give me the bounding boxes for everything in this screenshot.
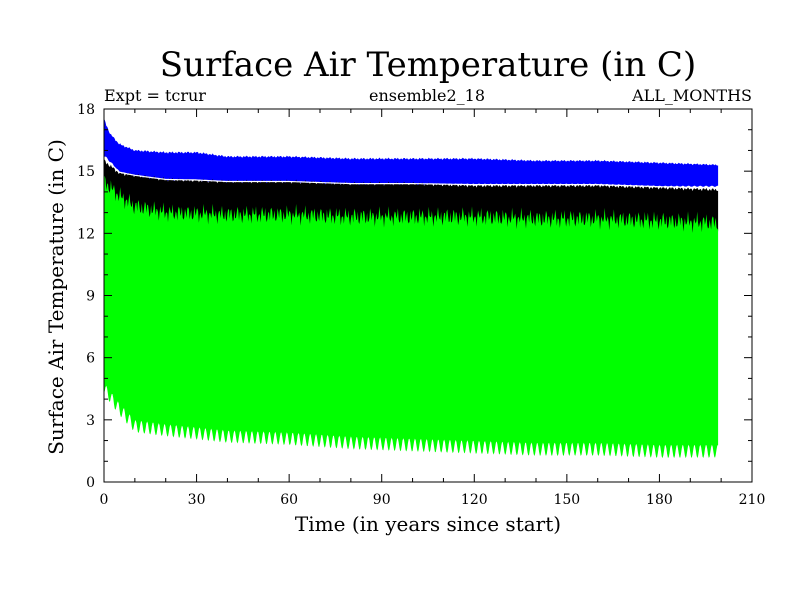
x-tick-label: 120 [461, 492, 488, 508]
y-axis-label: Surface Air Temperature (in C) [44, 139, 68, 455]
y-tick-label: 6 [86, 351, 95, 367]
x-axis-label: Time (in years since start) [295, 512, 561, 536]
chart-title: Surface Air Temperature (in C) [160, 45, 696, 85]
y-tick-label: 18 [77, 102, 95, 118]
y-tick-label: 9 [86, 289, 95, 305]
months-label: ALL_MONTHS [631, 86, 752, 105]
y-tick-label: 3 [86, 413, 95, 429]
ensemble-label: ensemble2_18 [369, 86, 485, 105]
x-tick-label: 60 [280, 492, 298, 508]
axes: 0 30 60 90 120 150 180 210 0 3 6 9 12 15 18 [77, 102, 765, 508]
x-tick-label: 150 [553, 492, 580, 508]
plot-area [103, 118, 719, 459]
y-tick-label: 15 [77, 164, 95, 180]
y-tick-label: 0 [86, 475, 95, 491]
x-tick-label: 210 [739, 492, 766, 508]
experiment-label: Expt = tcrur [104, 86, 206, 105]
x-tick-label: 180 [646, 492, 673, 508]
x-tick-label: 0 [100, 492, 109, 508]
series-band-blue [104, 118, 719, 187]
series-band-green [104, 176, 719, 459]
y-tick-label: 12 [77, 226, 95, 242]
x-tick-label: 30 [188, 492, 206, 508]
x-tick-label: 90 [373, 492, 391, 508]
series-line-white [103, 157, 719, 189]
